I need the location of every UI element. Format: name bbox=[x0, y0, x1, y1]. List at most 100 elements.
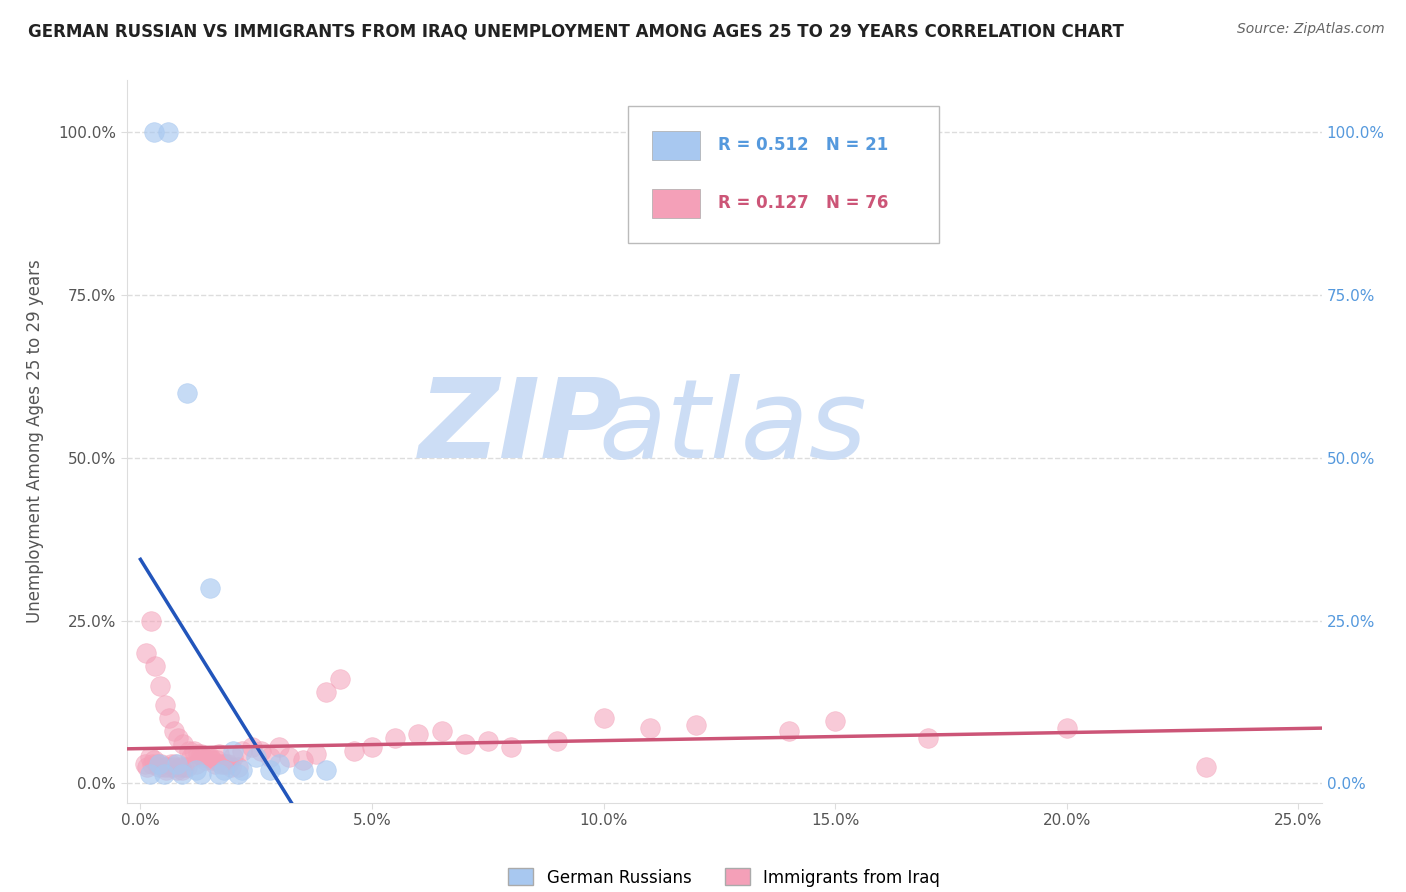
Point bbox=[162, 760, 184, 774]
Point bbox=[190, 766, 212, 780]
Point bbox=[245, 750, 267, 764]
Point bbox=[384, 731, 406, 745]
Point bbox=[155, 764, 177, 778]
Point bbox=[315, 764, 337, 778]
Point bbox=[190, 747, 212, 761]
Point bbox=[177, 744, 200, 758]
Point bbox=[361, 740, 384, 755]
Point bbox=[143, 754, 166, 768]
Point bbox=[291, 764, 314, 778]
Point bbox=[208, 747, 231, 761]
Point bbox=[152, 760, 174, 774]
Point bbox=[685, 717, 707, 731]
Point bbox=[408, 727, 430, 741]
Point bbox=[778, 724, 800, 739]
FancyBboxPatch shape bbox=[652, 131, 700, 160]
Point bbox=[166, 756, 188, 771]
Point bbox=[187, 747, 209, 761]
Point bbox=[169, 760, 191, 774]
Point bbox=[250, 744, 273, 758]
Point bbox=[342, 744, 364, 758]
Point bbox=[269, 740, 291, 755]
Text: atlas: atlas bbox=[599, 374, 868, 481]
Point bbox=[135, 646, 157, 660]
Point bbox=[269, 756, 291, 771]
Point bbox=[197, 750, 219, 764]
Point bbox=[477, 734, 499, 748]
Point bbox=[217, 756, 239, 771]
Point bbox=[277, 750, 299, 764]
Point bbox=[259, 750, 281, 764]
Point bbox=[159, 756, 181, 771]
Point bbox=[1195, 760, 1218, 774]
Point bbox=[824, 714, 846, 729]
Point bbox=[546, 734, 568, 748]
Point bbox=[145, 756, 167, 771]
Point bbox=[212, 756, 235, 771]
Point bbox=[136, 760, 159, 774]
Point bbox=[143, 659, 166, 673]
Point bbox=[499, 740, 522, 755]
Point bbox=[291, 754, 314, 768]
FancyBboxPatch shape bbox=[652, 189, 700, 218]
Point bbox=[211, 756, 233, 771]
Point bbox=[157, 711, 180, 725]
Point bbox=[222, 750, 245, 764]
Point bbox=[208, 766, 231, 780]
Point bbox=[198, 750, 221, 764]
Point bbox=[454, 737, 477, 751]
Point bbox=[157, 125, 180, 139]
Point bbox=[173, 760, 195, 774]
Point bbox=[138, 750, 160, 764]
Point bbox=[148, 760, 170, 774]
Point bbox=[305, 747, 328, 761]
Point bbox=[226, 760, 249, 774]
Text: R = 0.512   N = 21: R = 0.512 N = 21 bbox=[718, 136, 889, 154]
Text: R = 0.127   N = 76: R = 0.127 N = 76 bbox=[718, 194, 889, 212]
Point bbox=[180, 750, 202, 764]
Point bbox=[212, 764, 235, 778]
Text: ZIP: ZIP bbox=[419, 374, 623, 481]
Point bbox=[176, 385, 198, 400]
Point bbox=[150, 756, 173, 771]
Point bbox=[231, 744, 253, 758]
Point bbox=[215, 756, 238, 771]
Point bbox=[201, 754, 224, 768]
Point bbox=[143, 125, 166, 139]
Point bbox=[152, 766, 174, 780]
Point bbox=[638, 721, 661, 735]
Point bbox=[166, 764, 188, 778]
Point bbox=[134, 756, 156, 771]
Point bbox=[240, 740, 263, 755]
Point bbox=[231, 764, 253, 778]
Point bbox=[138, 766, 160, 780]
Y-axis label: Unemployment Among Ages 25 to 29 years: Unemployment Among Ages 25 to 29 years bbox=[27, 260, 44, 624]
Point bbox=[198, 581, 221, 595]
Point bbox=[172, 737, 194, 751]
Point bbox=[259, 764, 281, 778]
Point bbox=[315, 685, 337, 699]
Point bbox=[141, 756, 163, 771]
Point bbox=[329, 672, 352, 686]
Point bbox=[148, 756, 170, 771]
Point bbox=[222, 744, 245, 758]
Point bbox=[183, 744, 205, 758]
Point bbox=[176, 760, 198, 774]
Text: GERMAN RUSSIAN VS IMMIGRANTS FROM IRAQ UNEMPLOYMENT AMONG AGES 25 TO 29 YEARS CO: GERMAN RUSSIAN VS IMMIGRANTS FROM IRAQ U… bbox=[28, 22, 1123, 40]
Point bbox=[157, 760, 180, 774]
Point bbox=[194, 754, 217, 768]
Legend: German Russians, Immigrants from Iraq: German Russians, Immigrants from Iraq bbox=[502, 862, 946, 892]
Point bbox=[184, 764, 207, 778]
Point bbox=[172, 764, 194, 778]
Point bbox=[167, 731, 190, 745]
Point bbox=[1056, 721, 1078, 735]
Point bbox=[139, 614, 162, 628]
Point bbox=[205, 754, 228, 768]
Point bbox=[184, 756, 207, 771]
Point bbox=[149, 679, 172, 693]
FancyBboxPatch shape bbox=[628, 105, 939, 243]
Point bbox=[219, 760, 242, 774]
Point bbox=[430, 724, 453, 739]
Point bbox=[592, 711, 614, 725]
Point bbox=[226, 766, 249, 780]
